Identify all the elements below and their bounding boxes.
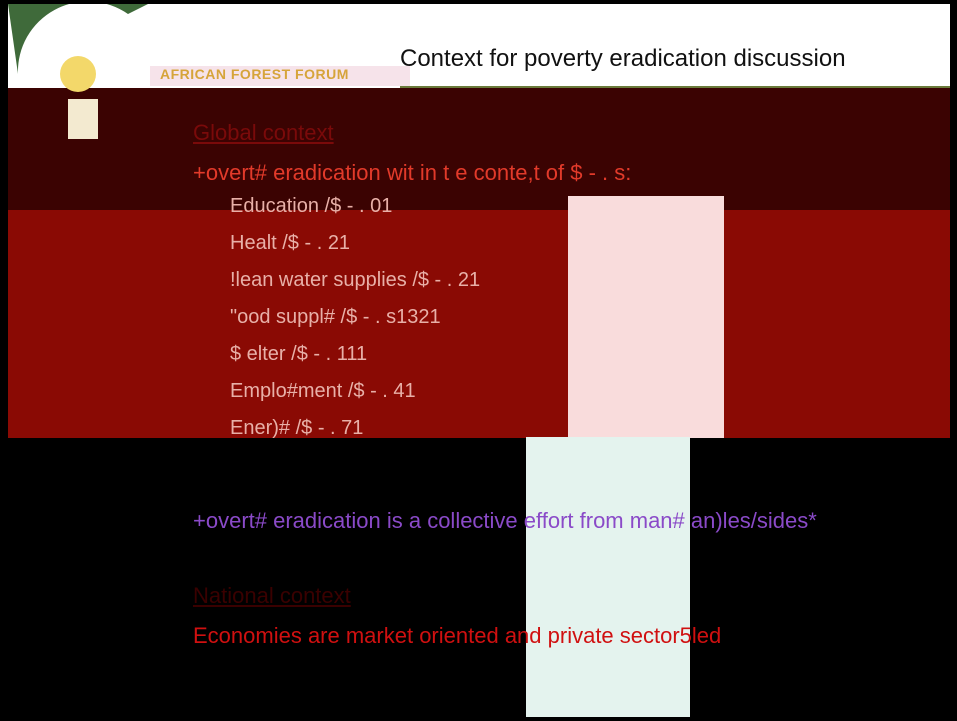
list-item: "ood suppl# /$ - . s1321 (230, 306, 441, 329)
band (8, 88, 950, 212)
list-item: Ener)# /$ - . 71 (230, 417, 363, 440)
section-heading: National context (193, 583, 351, 609)
band (8, 210, 950, 438)
slide: AFRICAN FOREST FORUM Context for poverty… (0, 0, 957, 721)
artifact-column (568, 196, 724, 438)
body-text: Economies are market oriented and privat… (193, 623, 721, 649)
title-rule (400, 86, 950, 88)
logo-text: AFRICAN FOREST FORUM (160, 66, 349, 82)
list-item: Education /$ - . 01 (230, 195, 392, 218)
list-item: !lean water supplies /$ - . 21 (230, 269, 480, 292)
list-item: Healt /$ - . 21 (230, 232, 350, 255)
note-text: +overt# eradication is a collective effo… (193, 508, 817, 534)
list-item: $ elter /$ - . 111 (230, 343, 367, 366)
intro-text: +overt# eradication wit in t e conte,t o… (193, 160, 631, 186)
logo (8, 4, 148, 204)
section-heading: Global context (193, 120, 334, 146)
artifact-column (526, 437, 690, 717)
slide-title: Context for poverty eradication discussi… (400, 45, 846, 73)
list-item: Emplo#ment /$ - . 41 (230, 380, 416, 403)
